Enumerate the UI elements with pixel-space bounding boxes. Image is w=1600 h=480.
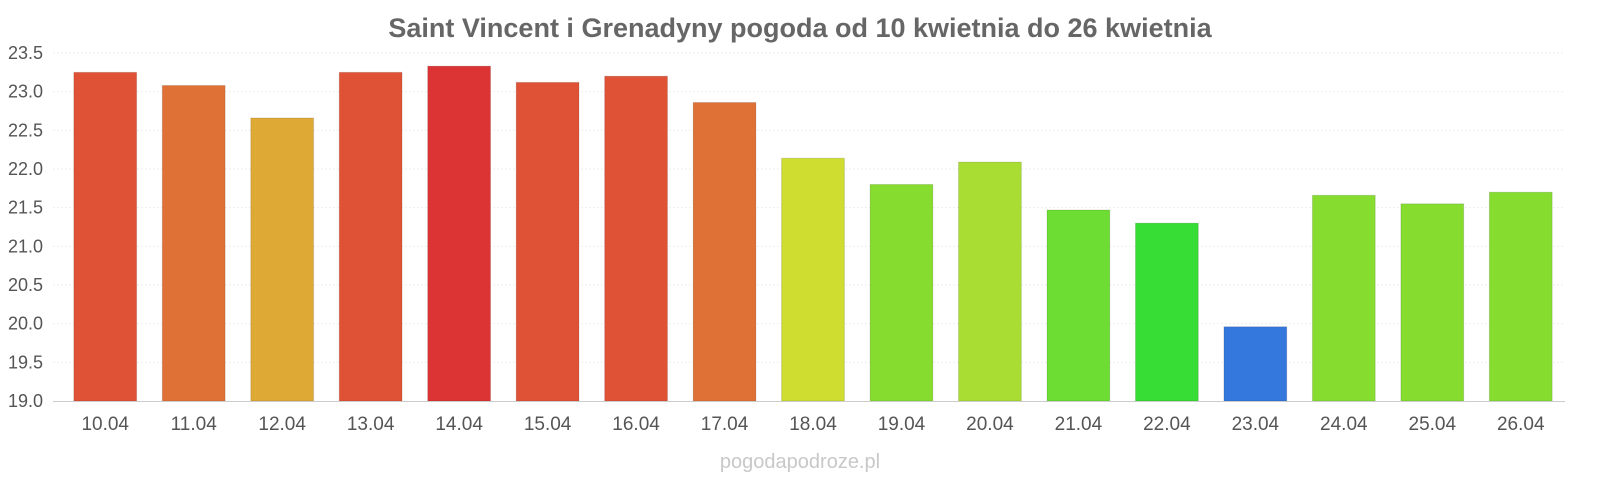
y-tick-label: 20.5 bbox=[8, 275, 43, 295]
x-tick-label: 13.04 bbox=[347, 414, 395, 435]
x-tick-label: 10.04 bbox=[81, 414, 129, 435]
y-tick-label: 21.5 bbox=[8, 198, 43, 218]
bar-22.04[interactable] bbox=[1134, 222, 1199, 402]
source-credit: pogodapodroze.pl bbox=[720, 451, 880, 473]
y-tick-label: 20.0 bbox=[8, 314, 43, 334]
y-tick-label: 23.5 bbox=[8, 43, 43, 63]
y-tick-label: 19.0 bbox=[8, 391, 43, 411]
chart-title: Saint Vincent i Grenadyny pogoda od 10 k… bbox=[388, 13, 1212, 43]
y-tick-label: 23.0 bbox=[8, 82, 43, 102]
y-axis-ticks: 19.0 19.5 20.0 20.5 21.0 21.5 22.0 22.5 23.0 23.5 bbox=[8, 43, 43, 411]
bar-10.04[interactable] bbox=[73, 71, 138, 402]
x-tick-label: 12.04 bbox=[258, 414, 306, 435]
x-tick-label: 19.04 bbox=[878, 414, 926, 435]
y-tick-label: 22.0 bbox=[8, 159, 43, 179]
x-tick-label: 20.04 bbox=[966, 414, 1014, 435]
bar-15.04[interactable] bbox=[515, 81, 580, 402]
bar-17.04[interactable] bbox=[692, 101, 757, 402]
bar-26.04[interactable] bbox=[1488, 191, 1553, 402]
y-tick-label: 19.5 bbox=[8, 352, 43, 372]
x-tick-label: 17.04 bbox=[701, 414, 749, 435]
x-tick-label: 24.04 bbox=[1320, 414, 1368, 435]
x-tick-label: 25.04 bbox=[1409, 414, 1457, 435]
x-tick-label: 23.04 bbox=[1232, 414, 1280, 435]
x-tick-label: 18.04 bbox=[789, 414, 837, 435]
bar-16.04[interactable] bbox=[604, 75, 668, 402]
x-tick-label: 26.04 bbox=[1497, 414, 1545, 435]
y-tick-label: 22.5 bbox=[8, 120, 43, 140]
bar-14.04[interactable] bbox=[427, 65, 492, 402]
x-axis-ticks: 10.04 11.04 12.04 13.04 14.04 15.04 16.04 17.04… bbox=[81, 414, 1545, 435]
bar-12.04[interactable] bbox=[250, 117, 315, 402]
bar-11.04[interactable] bbox=[161, 84, 226, 402]
bar-25.04[interactable] bbox=[1400, 203, 1465, 402]
bar-13.04[interactable] bbox=[338, 71, 403, 402]
x-tick-label: 11.04 bbox=[171, 414, 218, 435]
bar-24.04[interactable] bbox=[1311, 194, 1376, 402]
x-tick-label: 22.04 bbox=[1143, 414, 1191, 435]
bar-18.04[interactable] bbox=[781, 157, 845, 402]
bar-23.04[interactable] bbox=[1223, 326, 1288, 402]
y-tick-label: 21.0 bbox=[8, 236, 43, 256]
x-tick-label: 21.04 bbox=[1055, 414, 1103, 435]
bar-21.04[interactable] bbox=[1046, 209, 1111, 402]
bars bbox=[73, 65, 1553, 402]
bar-19.04[interactable] bbox=[869, 183, 934, 402]
bar-20.04[interactable] bbox=[958, 161, 1022, 402]
x-tick-label: 16.04 bbox=[612, 414, 660, 435]
x-tick-label: 14.04 bbox=[435, 414, 483, 435]
x-tick-label: 15.04 bbox=[524, 414, 572, 435]
